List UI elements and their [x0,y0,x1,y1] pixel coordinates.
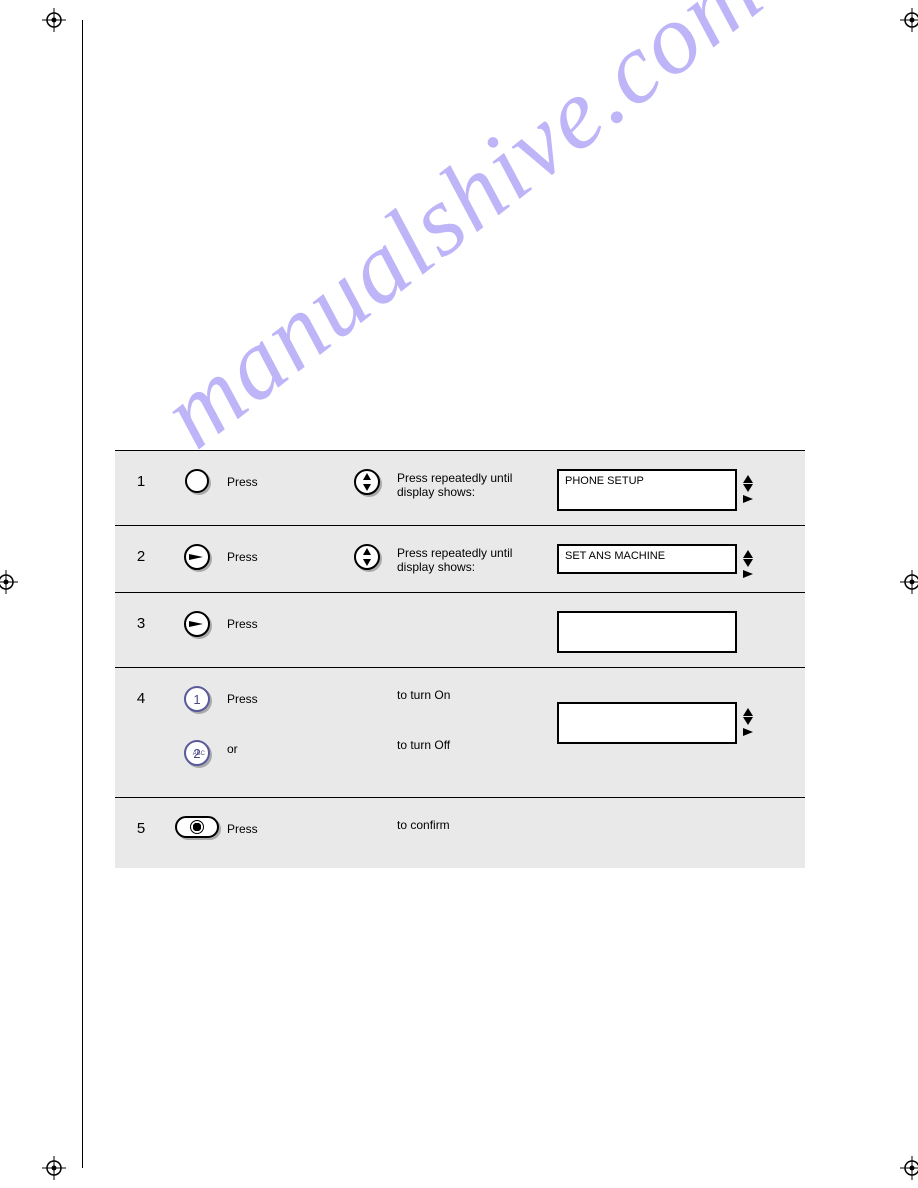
step-instruction: to turn Off [397,738,547,752]
scroll-arrows-icon [743,544,753,578]
step-row: 3 Press [115,593,805,668]
step-action-label: Press [227,540,337,564]
crop-mark-icon [0,570,18,594]
step-action-label: Press [227,812,337,836]
crop-mark-icon [900,8,918,32]
crop-mark-icon [42,1156,66,1180]
step-instruction: to turn On [397,688,547,702]
step-icon2 [337,540,397,570]
display-screen: SET ANS MACHINE [557,544,737,574]
step-number: 3 [115,607,167,632]
display-screen [557,702,737,744]
crop-mark-icon [900,1156,918,1180]
step-instruction: Press repeatedly until display shows: [397,540,557,574]
step-icon [167,607,227,637]
nav-updown-icon [354,469,380,495]
page-frame: 1 Press Press repeatedly until display s… [82,20,836,1168]
nav-right-icon [184,544,210,570]
step-row: 2 Press Press repeatedly until display s… [115,526,805,593]
step-icon [167,812,227,838]
keypad-2-icon: 2ABC [184,740,210,766]
step-row: 5 Press to confirm [115,798,805,868]
crop-mark-icon [900,570,918,594]
crop-mark-icon [42,8,66,32]
step-number: 1 [115,465,167,490]
step-action-label: or [227,742,337,756]
step-action-label: Press [227,692,337,706]
step-action-label: Press [227,607,337,631]
step-number: 5 [115,812,167,837]
step-icon2 [337,465,397,495]
scroll-arrows-icon [743,469,753,503]
display-line: PHONE SETUP [565,475,729,488]
instructions-table: 1 Press Press repeatedly until display s… [115,450,805,868]
scroll-arrows-icon [743,702,753,736]
nav-right-icon [184,611,210,637]
step-number: 4 [115,682,167,707]
step-instruction: Press repeatedly until display shows: [397,465,557,499]
display-line: SET ANS MACHINE [565,550,729,563]
step-icon [167,540,227,570]
keypad-1-icon: 1 [184,686,210,712]
nav-updown-icon [354,544,380,570]
step-row: 4 1 2ABC Press or to turn On [115,668,805,798]
step-instruction: to confirm [397,812,557,832]
display-screen: PHONE SETUP [557,469,737,511]
step-action-label: Press [227,465,337,489]
step-number: 2 [115,540,167,565]
step-row: 1 Press Press repeatedly until display s… [115,451,805,526]
step-icon [167,465,227,493]
display-screen [557,611,737,653]
menu-button-icon [185,469,209,493]
stop-button-icon [175,816,219,838]
